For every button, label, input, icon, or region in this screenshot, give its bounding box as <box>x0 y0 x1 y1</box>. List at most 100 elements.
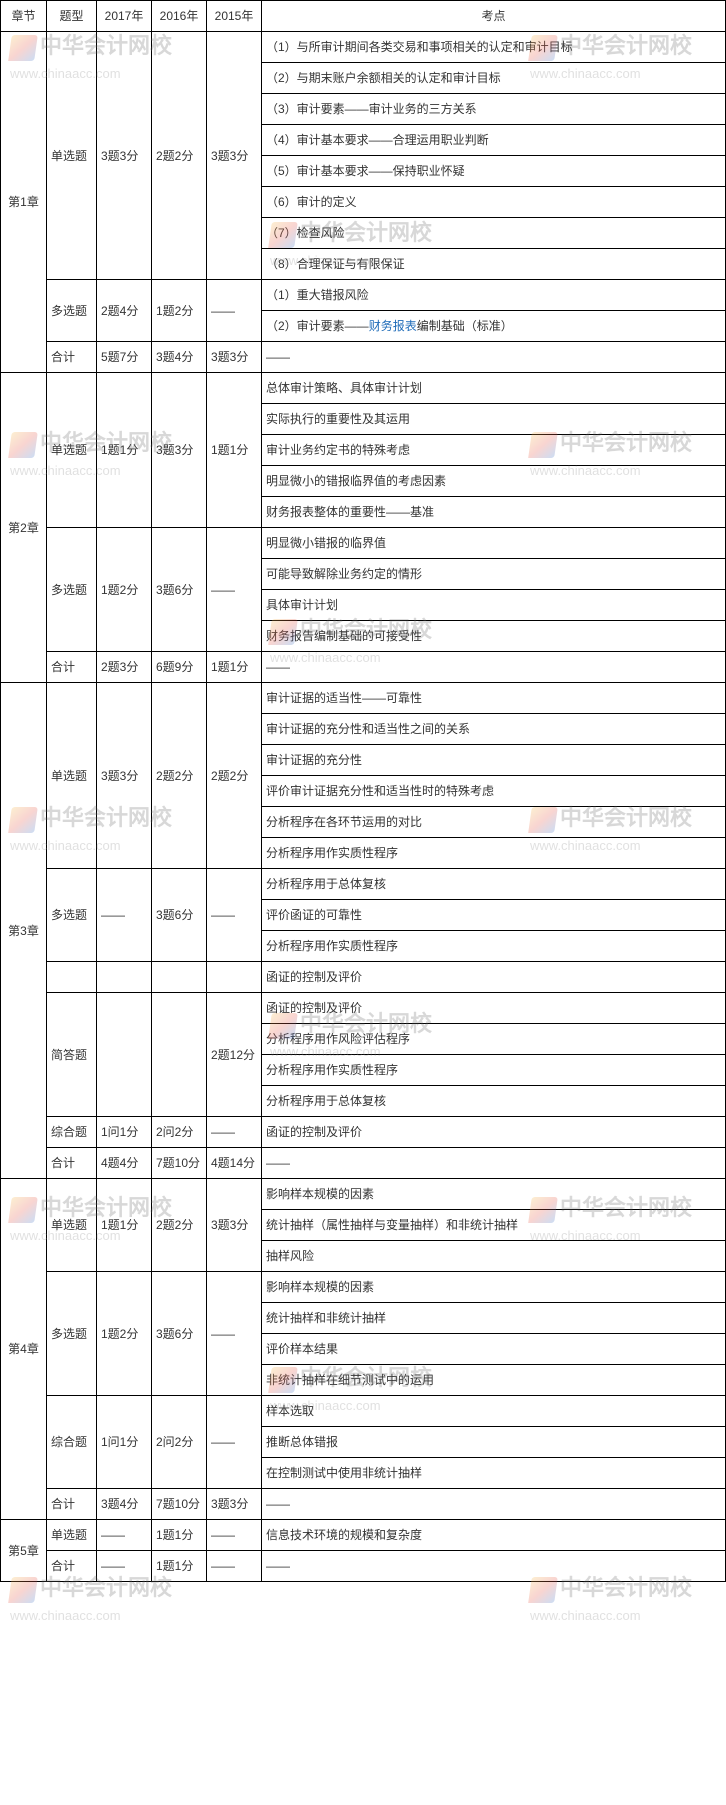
point-cell: 信息技术环境的规模和复杂度 <box>262 1520 726 1551</box>
type-cell: 多选题 <box>47 280 97 342</box>
year-cell: —— <box>207 1520 262 1551</box>
year-cell: 3题4分 <box>152 342 207 373</box>
year-cell <box>152 962 207 993</box>
point-cell: 统计抽样（属性抽样与变量抽样）和非统计抽样 <box>262 1210 726 1241</box>
year-cell: 1题2分 <box>97 528 152 652</box>
table-row: 合计4题4分7题10分4题14分—— <box>1 1148 726 1179</box>
year-cell: 1题2分 <box>152 280 207 342</box>
table-row: 综合题1问1分2问2分——样本选取 <box>1 1396 726 1427</box>
point-cell: 具体审计计划 <box>262 590 726 621</box>
year-cell: 3题3分 <box>152 373 207 528</box>
type-cell: 合计 <box>47 342 97 373</box>
year-cell <box>97 993 152 1117</box>
point-cell: —— <box>262 652 726 683</box>
watermark-url: www.chinaacc.com <box>530 1608 641 1623</box>
point-cell: 非统计抽样在细节测试中的运用 <box>262 1365 726 1396</box>
point-cell: 分析程序用作实质性程序 <box>262 1055 726 1086</box>
watermark-url: www.chinaacc.com <box>10 1608 121 1623</box>
year-cell: —— <box>207 869 262 962</box>
point-cell: 明显微小错报的临界值 <box>262 528 726 559</box>
type-cell: 单选题 <box>47 32 97 280</box>
year-cell: —— <box>207 1396 262 1489</box>
point-cell: 函证的控制及评价 <box>262 993 726 1024</box>
point-cell: 分析程序用于总体复核 <box>262 869 726 900</box>
point-cell: 分析程序在各环节运用的对比 <box>262 807 726 838</box>
point-cell: （8）合理保证与有限保证 <box>262 249 726 280</box>
year-cell: 1题1分 <box>97 1179 152 1272</box>
year-cell: —— <box>97 1551 152 1582</box>
point-cell: 函证的控制及评价 <box>262 962 726 993</box>
table-row: 多选题1题2分3题6分——影响样本规模的因素 <box>1 1272 726 1303</box>
type-cell: 多选题 <box>47 869 97 962</box>
point-cell: （1）重大错报风险 <box>262 280 726 311</box>
header-2017: 2017年 <box>97 1 152 32</box>
table-row: 简答题2题12分函证的控制及评价 <box>1 993 726 1024</box>
type-cell: 合计 <box>47 1148 97 1179</box>
year-cell: —— <box>207 1117 262 1148</box>
header-chapter: 章节 <box>1 1 47 32</box>
type-cell: 简答题 <box>47 993 97 1117</box>
year-cell: 3题3分 <box>207 342 262 373</box>
chapter-cell: 第4章 <box>1 1179 47 1520</box>
year-cell: —— <box>97 869 152 962</box>
chapter-cell: 第3章 <box>1 683 47 1179</box>
year-cell: 3题6分 <box>152 528 207 652</box>
point-cell: 财务报表整体的重要性——基准 <box>262 497 726 528</box>
exam-points-table: 章节 题型 2017年 2016年 2015年 考点 第1章单选题3题3分2题2… <box>0 0 726 1582</box>
year-cell: 2题2分 <box>207 683 262 869</box>
chapter-cell: 第2章 <box>1 373 47 683</box>
point-cell: 函证的控制及评价 <box>262 1117 726 1148</box>
type-cell: 综合题 <box>47 1396 97 1489</box>
type-cell: 单选题 <box>47 373 97 528</box>
point-cell: 审计证据的适当性——可靠性 <box>262 683 726 714</box>
type-cell: 单选题 <box>47 683 97 869</box>
table-row: 第3章单选题3题3分2题2分2题2分审计证据的适当性——可靠性 <box>1 683 726 714</box>
year-cell: 3题3分 <box>97 683 152 869</box>
point-cell: —— <box>262 342 726 373</box>
year-cell: —— <box>207 1551 262 1582</box>
point-cell: （2）与期末账户余额相关的认定和审计目标 <box>262 63 726 94</box>
point-cell: 分析程序用作实质性程序 <box>262 838 726 869</box>
year-cell <box>207 962 262 993</box>
point-cell: 统计抽样和非统计抽样 <box>262 1303 726 1334</box>
year-cell: 2题12分 <box>207 993 262 1117</box>
table-row: 函证的控制及评价 <box>1 962 726 993</box>
chapter-cell: 第5章 <box>1 1520 47 1582</box>
type-cell: 单选题 <box>47 1179 97 1272</box>
year-cell: 7题10分 <box>152 1148 207 1179</box>
table-row: 综合题1问1分2问2分——函证的控制及评价 <box>1 1117 726 1148</box>
year-cell: 1题2分 <box>97 1272 152 1396</box>
type-cell: 多选题 <box>47 1272 97 1396</box>
table-row: 合计2题3分6题9分1题1分—— <box>1 652 726 683</box>
year-cell: 2题2分 <box>152 32 207 280</box>
year-cell: 1问1分 <box>97 1117 152 1148</box>
year-cell: 2题4分 <box>97 280 152 342</box>
point-cell: 财务报告编制基础的可接受性 <box>262 621 726 652</box>
header-2015: 2015年 <box>207 1 262 32</box>
year-cell: 2问2分 <box>152 1117 207 1148</box>
header-2016: 2016年 <box>152 1 207 32</box>
table-row: 第2章单选题1题1分3题3分1题1分总体审计策略、具体审计计划 <box>1 373 726 404</box>
year-cell <box>152 993 207 1117</box>
header-type: 题型 <box>47 1 97 32</box>
year-cell: 1题1分 <box>97 373 152 528</box>
point-cell: （2）审计要素——财务报表编制基础（标准） <box>262 311 726 342</box>
point-cell: 影响样本规模的因素 <box>262 1179 726 1210</box>
point-cell: 分析程序用作实质性程序 <box>262 931 726 962</box>
type-cell: 合计 <box>47 652 97 683</box>
point-link[interactable]: 财务报表 <box>369 319 417 333</box>
point-cell: —— <box>262 1489 726 1520</box>
point-cell: —— <box>262 1551 726 1582</box>
point-cell: —— <box>262 1148 726 1179</box>
point-cell: 分析程序用于总体复核 <box>262 1086 726 1117</box>
table-row: 合计5题7分3题4分3题3分—— <box>1 342 726 373</box>
year-cell: 2题2分 <box>152 683 207 869</box>
point-cell: 实际执行的重要性及其运用 <box>262 404 726 435</box>
point-cell: （6）审计的定义 <box>262 187 726 218</box>
year-cell: 4题14分 <box>207 1148 262 1179</box>
point-cell: 在控制测试中使用非统计抽样 <box>262 1458 726 1489</box>
point-cell: （4）审计基本要求——合理运用职业判断 <box>262 125 726 156</box>
point-text-suffix: 编制基础（标准） <box>417 319 513 333</box>
table-row: 多选题——3题6分——分析程序用于总体复核 <box>1 869 726 900</box>
table-row: 第4章单选题1题1分2题2分3题3分影响样本规模的因素 <box>1 1179 726 1210</box>
